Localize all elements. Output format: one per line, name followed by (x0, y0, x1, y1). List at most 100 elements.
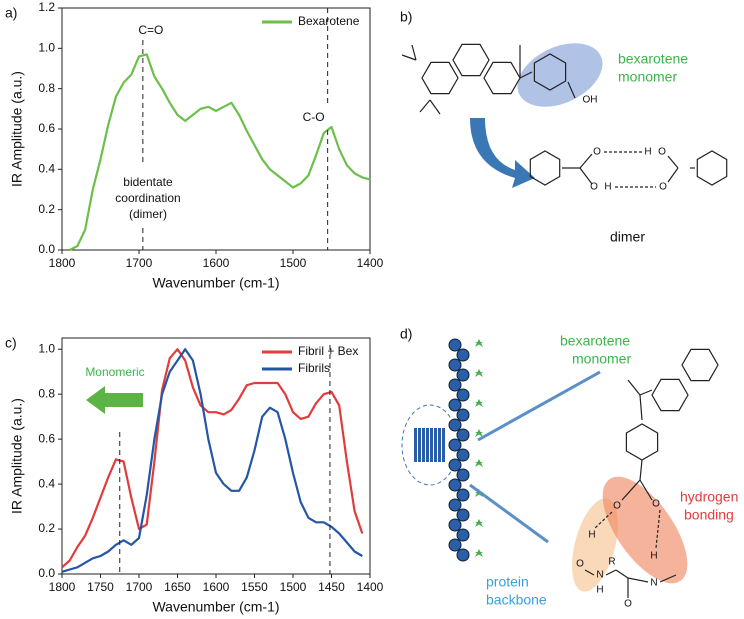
bond (621, 479, 641, 501)
monomer-label: bexarotene (560, 333, 630, 349)
y-tick-label: 0.2 (38, 521, 55, 535)
strand (426, 428, 429, 462)
y-tick-label: 0.6 (38, 121, 55, 135)
strand (434, 428, 437, 462)
ring (421, 61, 459, 95)
atom-label: O (593, 147, 601, 158)
annotation: C=O (138, 23, 163, 37)
ligand (475, 519, 483, 527)
y-tick-label: 0.8 (38, 386, 55, 400)
residue (456, 368, 470, 382)
bond (655, 509, 661, 549)
bond (519, 71, 533, 79)
residue (448, 398, 462, 412)
residue (456, 488, 470, 502)
y-axis-title: IR Amplitude (a.u.) (9, 398, 25, 514)
bond (639, 479, 653, 501)
legend-label: Fibrils (298, 361, 330, 375)
bond (667, 155, 679, 169)
panel-label: d) (400, 326, 412, 342)
atom-label: O (624, 599, 632, 610)
bond (477, 370, 601, 442)
bond (639, 389, 653, 396)
y-tick-label: 0.8 (38, 81, 55, 95)
residue (456, 388, 470, 402)
bond (594, 511, 613, 529)
x-tick-label: 1750 (87, 580, 114, 594)
residue (448, 498, 462, 512)
atom-label: R (608, 557, 615, 568)
residue (448, 478, 462, 492)
bond (615, 569, 629, 579)
annotation: bidentate (123, 175, 173, 189)
atom-label: O (652, 499, 660, 510)
annotation: Monomeric (85, 365, 144, 379)
monomer-label: monomer (572, 351, 631, 367)
ring (651, 378, 689, 412)
ligand (475, 459, 483, 467)
highlight (517, 43, 603, 107)
bond (639, 394, 643, 421)
atom-label: O (658, 147, 666, 158)
y-tick-label: 0.0 (38, 566, 55, 580)
atom-label: H (588, 530, 595, 541)
residue (448, 458, 462, 472)
residue (456, 548, 470, 562)
x-tick-label: 1650 (164, 580, 191, 594)
strand (414, 428, 417, 462)
residue (456, 348, 470, 362)
strand (442, 428, 445, 462)
bond (567, 81, 576, 99)
highlight (602, 476, 688, 584)
x-tick-label: 1500 (280, 256, 307, 270)
residue (448, 418, 462, 432)
ligand (475, 429, 483, 437)
residue (448, 378, 462, 392)
bond (579, 153, 593, 169)
legend-label: Bexarotene (298, 14, 360, 28)
atom-label: O (576, 559, 584, 570)
atom-label: OH (583, 95, 598, 106)
atom-label: H (596, 585, 603, 596)
residue (448, 538, 462, 552)
x-tick-label: 1700 (126, 256, 153, 270)
highlight (572, 498, 618, 592)
ring (696, 150, 728, 186)
bond (411, 44, 417, 61)
x-tick-label: 1450 (318, 580, 345, 594)
ligand (475, 399, 483, 407)
residue (448, 358, 462, 372)
bond (584, 569, 595, 576)
series-line (61, 348, 364, 569)
residue (448, 518, 462, 532)
bond (579, 167, 593, 185)
ligand (475, 369, 483, 377)
atom-label: H (604, 182, 611, 193)
bond (429, 99, 441, 115)
residue (456, 408, 470, 422)
strand (438, 428, 441, 462)
ring (483, 61, 521, 95)
arrow (470, 118, 535, 188)
bond (605, 569, 617, 576)
atom-label: H (644, 147, 651, 158)
atom-label: O (613, 501, 621, 512)
x-tick-label: 1500 (280, 580, 307, 594)
panel-label: b) (400, 9, 412, 25)
legend-label: Fibril + Bex (298, 344, 358, 358)
y-tick-label: 0.2 (38, 202, 55, 216)
dimer-label: dimer (610, 229, 645, 245)
residue (456, 428, 470, 442)
residue (456, 508, 470, 522)
series-line (69, 53, 371, 251)
y-axis-title: IR Amplitude (a.u.) (9, 71, 25, 187)
bond (469, 483, 549, 544)
ring (625, 423, 659, 461)
ring (533, 53, 567, 91)
bond (401, 54, 417, 61)
atom-label: O (590, 182, 598, 193)
atom-label: N (650, 578, 657, 589)
y-tick-label: 0.4 (38, 162, 55, 176)
